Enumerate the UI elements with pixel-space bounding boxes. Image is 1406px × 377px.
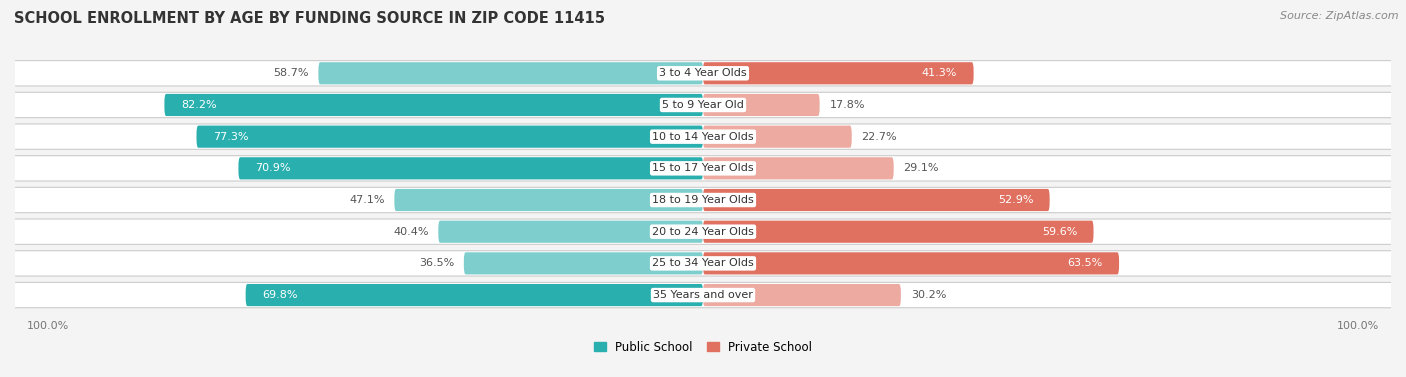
Text: 69.8%: 69.8% (262, 290, 298, 300)
Legend: Public School, Private School: Public School, Private School (591, 337, 815, 357)
FancyBboxPatch shape (1, 124, 1405, 149)
FancyBboxPatch shape (703, 157, 894, 179)
Text: 77.3%: 77.3% (212, 132, 249, 142)
Text: 52.9%: 52.9% (998, 195, 1033, 205)
FancyBboxPatch shape (165, 94, 703, 116)
FancyBboxPatch shape (439, 221, 703, 243)
Text: 40.4%: 40.4% (392, 227, 429, 237)
FancyBboxPatch shape (1, 251, 1405, 276)
FancyBboxPatch shape (703, 189, 1050, 211)
Text: 25 to 34 Year Olds: 25 to 34 Year Olds (652, 258, 754, 268)
Text: 10 to 14 Year Olds: 10 to 14 Year Olds (652, 132, 754, 142)
Text: 20 to 24 Year Olds: 20 to 24 Year Olds (652, 227, 754, 237)
FancyBboxPatch shape (318, 62, 703, 84)
Text: 29.1%: 29.1% (904, 163, 939, 173)
Text: 59.6%: 59.6% (1042, 227, 1077, 237)
FancyBboxPatch shape (197, 126, 703, 148)
Text: 3 to 4 Year Olds: 3 to 4 Year Olds (659, 68, 747, 78)
Text: 36.5%: 36.5% (419, 258, 454, 268)
FancyBboxPatch shape (1, 282, 1405, 308)
Text: 70.9%: 70.9% (254, 163, 290, 173)
Text: 5 to 9 Year Old: 5 to 9 Year Old (662, 100, 744, 110)
FancyBboxPatch shape (1, 187, 1405, 213)
Text: 22.7%: 22.7% (862, 132, 897, 142)
FancyBboxPatch shape (703, 252, 1119, 274)
FancyBboxPatch shape (1, 156, 1405, 181)
Text: 30.2%: 30.2% (911, 290, 946, 300)
Text: 82.2%: 82.2% (181, 100, 217, 110)
FancyBboxPatch shape (1, 219, 1405, 244)
FancyBboxPatch shape (1, 61, 1405, 86)
FancyBboxPatch shape (703, 284, 901, 306)
Text: Source: ZipAtlas.com: Source: ZipAtlas.com (1281, 11, 1399, 21)
Text: 17.8%: 17.8% (830, 100, 865, 110)
FancyBboxPatch shape (703, 126, 852, 148)
FancyBboxPatch shape (239, 157, 703, 179)
FancyBboxPatch shape (394, 189, 703, 211)
Text: 35 Years and over: 35 Years and over (652, 290, 754, 300)
FancyBboxPatch shape (703, 62, 973, 84)
Text: 47.1%: 47.1% (349, 195, 385, 205)
FancyBboxPatch shape (703, 94, 820, 116)
Text: 18 to 19 Year Olds: 18 to 19 Year Olds (652, 195, 754, 205)
FancyBboxPatch shape (464, 252, 703, 274)
Text: SCHOOL ENROLLMENT BY AGE BY FUNDING SOURCE IN ZIP CODE 11415: SCHOOL ENROLLMENT BY AGE BY FUNDING SOUR… (14, 11, 605, 26)
FancyBboxPatch shape (246, 284, 703, 306)
Text: 41.3%: 41.3% (922, 68, 957, 78)
FancyBboxPatch shape (1, 92, 1405, 118)
Text: 15 to 17 Year Olds: 15 to 17 Year Olds (652, 163, 754, 173)
Text: 58.7%: 58.7% (273, 68, 308, 78)
Text: 63.5%: 63.5% (1067, 258, 1102, 268)
FancyBboxPatch shape (703, 221, 1094, 243)
